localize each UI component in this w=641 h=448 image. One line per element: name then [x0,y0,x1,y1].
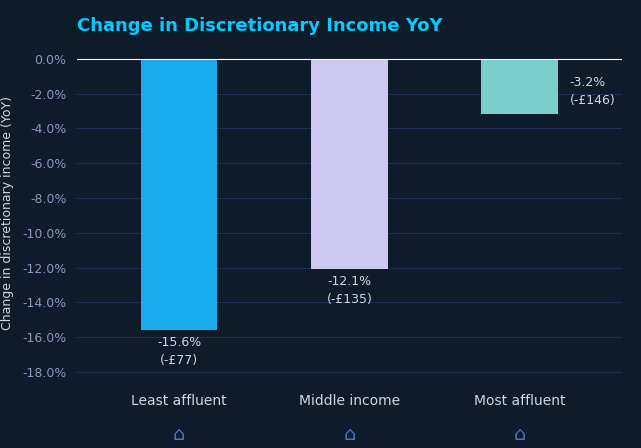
Text: ⌂: ⌂ [343,425,356,444]
Y-axis label: Change in discretionary income (YoY): Change in discretionary income (YoY) [1,96,14,330]
Text: -3.2%
(-£146): -3.2% (-£146) [570,76,615,108]
Text: ⌂: ⌂ [513,425,526,444]
Bar [311,59,388,269]
Text: ⌂: ⌂ [173,425,185,444]
Bar [481,59,558,114]
Text: Change in Discretionary Income YoY: Change in Discretionary Income YoY [77,17,442,35]
Bar [141,59,217,330]
Text: -12.1%
(-£135): -12.1% (-£135) [326,275,372,306]
Text: -15.6%
(-£77): -15.6% (-£77) [157,336,201,366]
